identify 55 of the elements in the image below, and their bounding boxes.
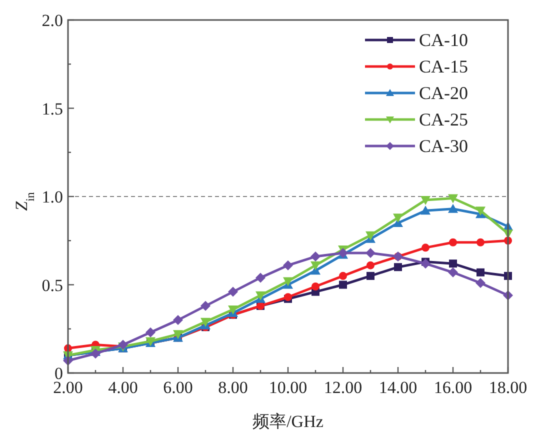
point [393,214,403,223]
x-tick-label: 14.00 [378,378,418,397]
y-tick-label: 2.0 [42,11,63,30]
x-tick-label: 12.00 [324,378,362,397]
point [173,330,183,340]
point [118,340,128,350]
point [146,327,156,338]
point [256,291,266,300]
point [366,248,376,258]
point [476,268,484,276]
legend-label: CA-30 [419,136,468,156]
x-tick-label: 4.00 [108,378,138,397]
x-tick-label: 16.00 [434,378,472,397]
point [283,277,293,286]
point [366,231,376,240]
legend-label: CA-10 [419,30,468,50]
point [228,286,238,297]
point [422,244,430,252]
point [448,267,458,278]
point [448,204,458,213]
point [476,238,484,246]
legend-label: CA-15 [419,56,468,76]
point [476,278,486,288]
point [173,315,183,326]
point [339,272,347,280]
y-tick-label: 1.0 [42,188,63,206]
legend-label: CA-25 [419,110,468,130]
point [448,194,458,204]
point [200,318,210,327]
x-tick-label: 6.00 [163,378,193,397]
point [200,300,210,311]
x-tick-label: 18.00 [488,378,528,397]
point [90,348,100,359]
point [310,252,320,262]
y-tick-label: 1.5 [42,99,63,118]
point [366,261,374,270]
y-tick-label: 0.5 [42,276,63,295]
point [283,260,293,270]
point [420,206,430,215]
point [449,260,457,268]
point [420,258,430,269]
point [420,196,430,206]
point [394,263,402,272]
point [476,206,486,216]
x-axis-title: 频率/GHz [252,412,324,431]
point [312,282,320,291]
point [228,305,238,314]
legend-label: CA-20 [419,83,468,103]
point [310,261,320,270]
point [256,272,266,283]
point [449,238,457,246]
point [366,272,374,280]
point [339,280,347,289]
x-tick-label: 10.00 [268,378,308,397]
x-tick-label: 8.00 [218,378,248,397]
